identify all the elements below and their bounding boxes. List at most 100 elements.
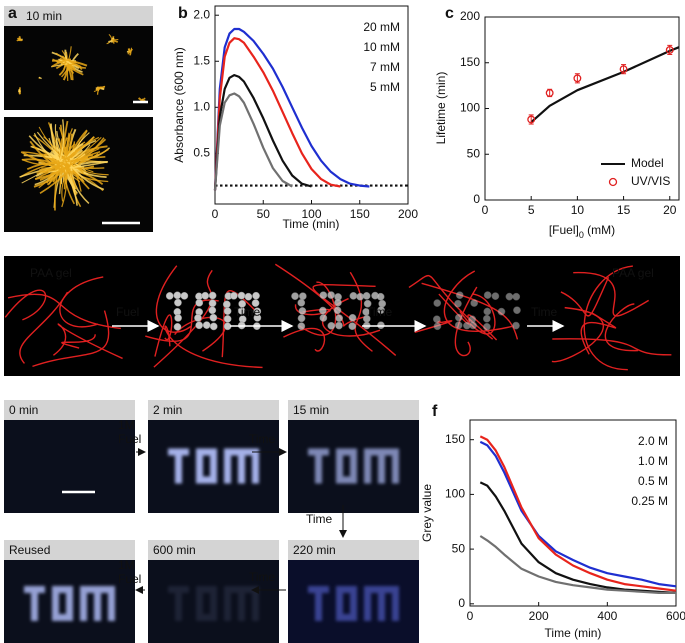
polymer-chain: [154, 314, 173, 357]
pattern: [168, 448, 259, 484]
pattern-cell: [315, 607, 322, 614]
pattern-cell: [336, 448, 343, 456]
nanoparticle: [491, 292, 500, 300]
polymer-chain: [560, 276, 610, 317]
pattern-cell: [196, 586, 203, 593]
pattern-cell: [94, 470, 101, 477]
micrograph: [4, 420, 135, 513]
y-tick-label: 0: [473, 192, 480, 206]
pattern-cell: [350, 586, 357, 593]
image-header: [4, 400, 135, 420]
pattern-cell: [210, 455, 217, 463]
nanoparticle: [377, 306, 385, 314]
pattern-cell: [224, 607, 231, 614]
fibril: [65, 133, 73, 159]
nanoparticle: [297, 322, 306, 330]
polymer-chain: [349, 271, 373, 352]
gel-label: PAA gel: [30, 266, 72, 280]
nanoparticle: [237, 306, 246, 315]
pattern-cell: [364, 469, 371, 477]
pattern-cell: [31, 614, 38, 621]
pattern-cell: [210, 586, 217, 593]
fibril: [66, 62, 69, 69]
arrow-label: 1M: [118, 558, 135, 572]
fibril: [142, 97, 146, 101]
pattern-cell: [66, 593, 73, 600]
polymer-chain: [552, 338, 672, 356]
frame-label: 2 min: [153, 403, 182, 417]
nanoparticle: [454, 313, 463, 322]
y-tick-label: 1.5: [193, 53, 210, 67]
pattern-cell: [385, 586, 392, 593]
pattern-cell: [108, 607, 115, 614]
legend-entry: 10 mM: [363, 40, 400, 54]
frame-label: 600 min: [153, 543, 196, 557]
polymer-chain: [312, 283, 397, 356]
legend-entry: 2.0 M: [638, 434, 668, 448]
pattern-cell: [371, 448, 378, 456]
nanoparticle: [173, 323, 182, 331]
pattern-cell: [210, 600, 217, 607]
x-tick-label: 15: [617, 203, 631, 217]
y-axis-label: Lifetime (min): [434, 72, 448, 145]
data-point: [573, 74, 582, 83]
fibril: [16, 39, 21, 42]
nanoparticle: [432, 315, 441, 324]
arrow-label: Time: [306, 512, 333, 526]
pattern-cell: [392, 469, 399, 477]
pattern-cell: [38, 586, 45, 593]
pattern-cell: [378, 448, 385, 456]
fibril: [67, 155, 106, 163]
pattern-cell: [350, 600, 357, 607]
y-tick-label: 50: [467, 146, 481, 160]
pattern-cell: [80, 456, 87, 463]
fibril: [64, 158, 105, 191]
pattern-cell: [322, 448, 329, 456]
nanoparticle: [298, 292, 307, 301]
nanoparticle: [208, 306, 217, 315]
pattern-cell: [336, 586, 343, 593]
fibril: [57, 138, 64, 169]
pattern-cell: [38, 449, 45, 456]
nanoparticle: [505, 292, 514, 301]
fibril: [112, 40, 119, 43]
y-tick-label: 2.0: [193, 7, 210, 21]
x-tick-label: 5: [528, 203, 535, 217]
y-tick-label: 50: [452, 541, 466, 555]
polymer-chain: [283, 327, 326, 352]
x-tick-label: 0: [467, 609, 474, 623]
image-header: [288, 400, 419, 420]
fibril: [55, 52, 67, 60]
pattern-cell: [238, 600, 245, 607]
nanoparticle: [483, 291, 492, 299]
pattern-cell: [196, 607, 203, 614]
pattern-cell: [168, 448, 175, 456]
fibril: [95, 86, 100, 91]
pattern-cell: [108, 593, 115, 600]
pattern-cell: [364, 600, 371, 607]
pattern-cell: [31, 607, 38, 614]
pattern-cell: [31, 463, 38, 470]
pattern-cell: [31, 586, 38, 593]
x-tick-label: 50: [257, 207, 271, 221]
pattern-cell: [238, 607, 245, 614]
x-axis-label: Time (min): [545, 626, 602, 640]
nanoparticle: [318, 306, 327, 315]
pattern-cell: [350, 462, 357, 470]
image-header: [148, 400, 279, 420]
pattern-cell: [52, 449, 59, 456]
pattern-cell: [385, 448, 392, 456]
nanoparticle: [195, 321, 204, 330]
pattern-cell: [87, 586, 94, 593]
pattern-cell: [108, 600, 115, 607]
fibril: [51, 58, 72, 68]
nanoparticle: [470, 299, 479, 307]
pattern-cell: [210, 614, 217, 621]
legend-entry: 7 mM: [370, 60, 400, 74]
panel-label: f: [432, 403, 438, 420]
pattern-cell: [322, 586, 329, 593]
pattern-cell: [315, 476, 322, 484]
pattern: [168, 586, 259, 621]
pattern-cell: [336, 607, 343, 614]
